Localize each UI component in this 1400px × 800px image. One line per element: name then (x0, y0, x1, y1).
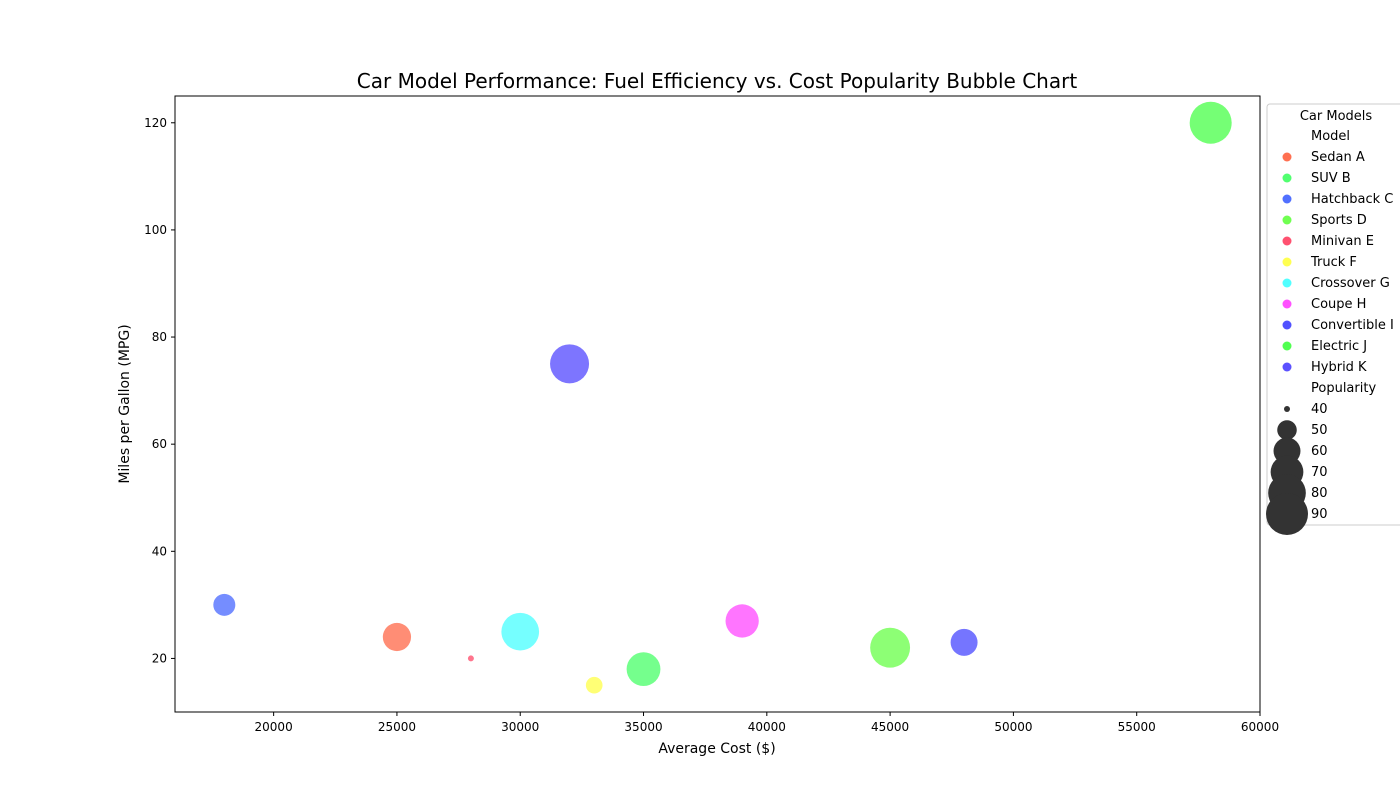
bubble-truck-f (585, 676, 603, 694)
x-tick-label: 25000 (378, 720, 416, 734)
y-axis-label: Miles per Gallon (MPG) (117, 324, 133, 483)
legend-label: Minivan E (1311, 234, 1374, 249)
plot-frame (174, 95, 1261, 713)
legend-size-label: 50 (1311, 423, 1328, 438)
legend-label: Coupe H (1311, 297, 1366, 312)
y-tick-label: 120 (144, 116, 167, 130)
y-tick-label: 60 (152, 437, 167, 451)
legend-marker (1282, 173, 1292, 183)
legend-marker (1282, 341, 1292, 351)
legend-size-label: 60 (1311, 444, 1328, 459)
y-tick-label: 100 (144, 223, 167, 237)
legend-size-label: 70 (1311, 465, 1328, 480)
legend-marker (1282, 362, 1292, 372)
y-tick-label: 40 (152, 544, 167, 558)
legend-frame (1266, 103, 1400, 526)
x-tick-label: 35000 (624, 720, 662, 734)
legend-marker (1282, 257, 1292, 267)
x-tick-label: 45000 (871, 720, 909, 734)
bubble-suv-b (626, 652, 661, 687)
bubble-crossover-g (501, 612, 540, 651)
legend-marker (1282, 194, 1292, 204)
x-tick-label: 60000 (1241, 720, 1279, 734)
bubble-convertible-i (950, 628, 978, 656)
x-tick-label: 50000 (994, 720, 1032, 734)
legend-label: Electric J (1311, 339, 1367, 354)
legend-label: SUV B (1311, 171, 1351, 186)
bubble-coupe-h (725, 604, 759, 638)
x-axis-ticks: 20000 25000 30000 35000 40000 45000 50000 55000… (255, 712, 1279, 734)
bubble-minivan-e (467, 655, 474, 662)
x-tick-label: 30000 (501, 720, 539, 734)
legend-marker (1282, 320, 1292, 330)
legend-marker (1282, 152, 1292, 162)
bubble-sports-d (870, 627, 911, 668)
bubble-electric-j (1189, 101, 1232, 144)
legend-model-entries: Sedan A SUV B Hatchback C Sports D Minivan E… (1282, 150, 1394, 375)
legend-size-entries: 40 50 60 70 80 90 (1266, 402, 1328, 535)
legend-label: Truck F (1310, 255, 1357, 270)
legend-marker (1282, 236, 1292, 246)
y-axis-ticks: 20 40 60 80 100 120 (144, 116, 175, 665)
legend-size-marker (1284, 406, 1290, 412)
legend-size-label: 80 (1311, 486, 1328, 501)
legend-label: Sedan A (1311, 150, 1365, 165)
legend-label: Sports D (1311, 213, 1367, 228)
legend-size-label: 40 (1311, 402, 1328, 417)
legend-label: Hybrid K (1311, 360, 1367, 375)
bubble-hybrid-k (550, 344, 590, 384)
bubble-hatchback-c (213, 593, 236, 616)
legend-hue-title: Model (1311, 129, 1350, 144)
legend-size-title: Popularity (1311, 381, 1376, 396)
x-tick-label: 20000 (255, 720, 293, 734)
x-tick-label: 55000 (1118, 720, 1156, 734)
legend-label: Hatchback C (1311, 192, 1393, 207)
y-tick-label: 80 (152, 330, 167, 344)
legend-size-marker (1266, 493, 1308, 535)
chart-title: Car Model Performance: Fuel Efficiency v… (357, 69, 1078, 93)
legend-label: Convertible I (1311, 318, 1394, 333)
x-axis-label: Average Cost ($) (658, 741, 775, 757)
bubble-sedan-a (382, 622, 412, 652)
legend-marker (1282, 278, 1292, 288)
legend-marker (1282, 215, 1292, 225)
legend-size-marker (1277, 420, 1297, 440)
legend-marker (1282, 299, 1292, 309)
legend: Car Models Model Sedan A SUV B Hatchback C… (1266, 103, 1400, 535)
legend-size-label: 90 (1311, 507, 1328, 522)
legend-label: Crossover G (1311, 276, 1390, 291)
x-tick-label: 40000 (748, 720, 786, 734)
y-tick-label: 20 (152, 651, 167, 665)
legend-title: Car Models (1300, 109, 1373, 124)
bubble-layer (213, 101, 1232, 694)
